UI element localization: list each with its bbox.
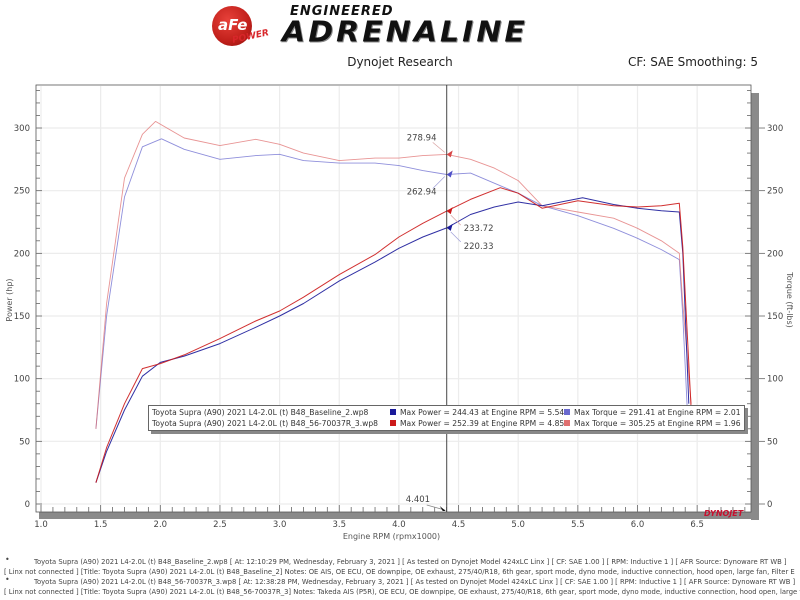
blue-power-annotation: 220.33	[464, 242, 494, 252]
power-curve	[95, 197, 690, 483]
right-axis-tick-label: 50	[767, 437, 778, 447]
afe-logo: aFe POWER ENGINEERED ADRENALINE	[208, 2, 608, 50]
chart-legend: Toyota Supra (A90) 2021 L4-2.0L (t) B48_…	[148, 405, 745, 431]
annotation-leader	[432, 142, 445, 153]
blue-torque-marker-icon	[446, 170, 453, 178]
right-axis-tick-label: 250	[767, 187, 783, 197]
run-notes-line: • Toyota Supra (A90) 2021 L4-2.0L (t) B4…	[0, 575, 800, 587]
torque-curve	[95, 120, 692, 429]
right-axis-tick-label: 200	[767, 249, 783, 259]
left-axis-tick-label: 100	[14, 375, 30, 385]
legend-run-name: Toyota Supra (A90) 2021 L4-2.0L (t) B48_…	[152, 408, 369, 417]
red-power-marker-icon	[446, 207, 453, 215]
left-axis-tick-label: 250	[14, 187, 30, 197]
x-axis-tick-label: 6.5	[690, 520, 704, 530]
legend-max-power: Max Power = 252.39 at Engine RPM = 4.85	[400, 419, 565, 428]
run-notes-text: Toyota Supra (A90) 2021 L4-2.0L (t) B48_…	[34, 578, 796, 586]
chart-title: Dynojet Research	[347, 55, 453, 69]
legend-max-torque: Max Torque = 291.41 at Engine RPM = 2.01	[574, 408, 741, 417]
grid-lines	[37, 86, 750, 511]
right-axis-bar	[751, 93, 759, 520]
annotation-leader	[450, 231, 461, 243]
x-axis-tick-label: 5.5	[571, 520, 585, 530]
x-axis-tick-label: 5.0	[511, 520, 525, 530]
x-axis-tick-label: 4.5	[452, 520, 466, 530]
run-notes-line: [ Linx not connected ] [Title: Toyota Su…	[0, 567, 800, 577]
x-axis-tick-label: 2.0	[154, 520, 168, 530]
bottom-axis-bar	[39, 512, 759, 519]
plot-area	[35, 84, 752, 513]
y2-axis-title: Torque (ft-lbs)	[785, 271, 794, 328]
x-axis-tick-label: 1.0	[34, 520, 48, 530]
x-axis-tick-label: 3.0	[273, 520, 287, 530]
x-axis-tick-label: 4.0	[392, 520, 406, 530]
x-axis-title: Engine RPM (rpmx1000)	[343, 532, 440, 541]
torque-curve	[95, 138, 689, 429]
torque-swatch-icon	[564, 409, 570, 415]
legend-max-torque: Max Torque = 305.25 at Engine RPM = 1.96	[574, 419, 741, 428]
bullet-icon: •	[5, 557, 10, 564]
y-axis-title: Power (hp)	[5, 278, 14, 321]
run-notes-text: [ Linx not connected ] [Title: Toyota Su…	[4, 568, 795, 576]
logo-tagline-top: ENGINEERED	[290, 4, 394, 19]
run-notes-text: Toyota Supra (A90) 2021 L4-2.0L (t) B48_…	[34, 558, 787, 566]
left-axis-tick-label: 200	[14, 249, 30, 259]
right-axis-tick-label: 0	[767, 500, 772, 510]
power-swatch-icon	[390, 420, 396, 426]
left-axis-tick-label: 150	[14, 312, 30, 322]
blue-power-marker-icon	[446, 223, 453, 231]
legend-run-name: Toyota Supra (A90) 2021 L4-2.0L (t) B48_…	[152, 419, 379, 428]
red-torque-marker-icon	[446, 150, 453, 158]
left-axis-tick-label: 0	[25, 500, 30, 510]
x-axis-tick-label: 1.5	[94, 520, 108, 530]
power-curve	[95, 187, 692, 483]
x-axis-tick-label: 6.0	[631, 520, 645, 530]
torque-swatch-icon	[564, 420, 570, 426]
run-notes: • Toyota Supra (A90) 2021 L4-2.0L (t) B4…	[0, 557, 800, 597]
legend-max-power: Max Power = 244.43 at Engine RPM = 5.54	[400, 408, 565, 417]
blue-torque-annotation: 262.94	[407, 187, 437, 197]
axes: 0 50 100 150 200 250 300 0 50 100 150 200 250 300 1.0 1…	[5, 90, 794, 541]
rpm-cursor[interactable]: 4.401	[406, 85, 448, 512]
run-notes-text: [ Linx not connected ] [Title: Toyota Su…	[4, 588, 800, 596]
run-notes-line: [ Linx not connected ] [Title: Toyota Su…	[0, 587, 800, 597]
logo-brand: aFe	[218, 16, 248, 34]
data-series	[95, 120, 692, 483]
left-axis-tick-label: 300	[14, 124, 30, 134]
value-annotations: 278.94 262.94 233.72 220.33	[407, 133, 494, 251]
red-power-annotation: 233.72	[464, 224, 494, 234]
cursor-arrow-icon	[439, 506, 446, 511]
annotation-leader	[450, 214, 461, 226]
power-swatch-icon	[390, 409, 396, 415]
red-torque-annotation: 278.94	[407, 133, 437, 143]
logo-tagline-main: ADRENALINE	[282, 15, 528, 50]
run-notes-line: • Toyota Supra (A90) 2021 L4-2.0L (t) B4…	[0, 557, 800, 567]
right-axis-tick-label: 150	[767, 312, 783, 322]
plot-frame	[35, 84, 759, 520]
left-axis-tick-label: 50	[19, 437, 30, 447]
right-axis-tick-label: 300	[767, 124, 783, 134]
annotation-leader	[432, 176, 445, 189]
cursor-value-label: 4.401	[406, 495, 430, 505]
dynojet-watermark: DYNOJET	[704, 509, 743, 518]
afe-badge-icon: aFe	[212, 6, 252, 46]
x-axis-tick-label: 2.5	[213, 520, 227, 530]
dynojet-watermark-text: DYNOJET	[704, 509, 744, 518]
bullet-icon: •	[5, 575, 10, 584]
right-axis-tick-label: 100	[767, 375, 783, 385]
correction-factor-label: CF: SAE Smoothing: 5	[627, 55, 758, 69]
x-axis-tick-label: 3.5	[332, 520, 346, 530]
